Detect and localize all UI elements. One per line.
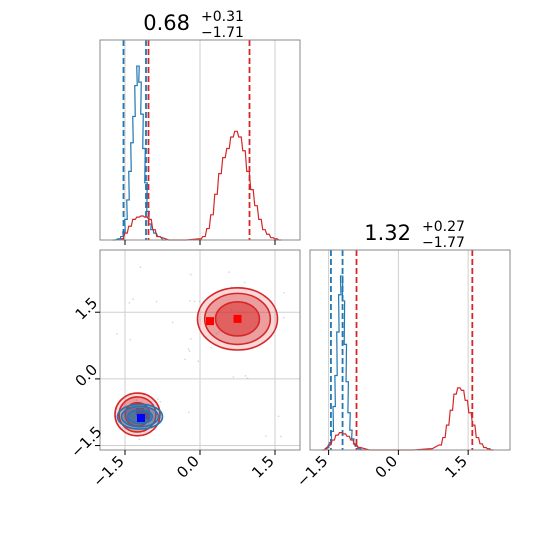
sample-point bbox=[282, 316, 285, 319]
x-tick-label: 1.5 bbox=[248, 452, 278, 482]
x-tick-label: 0.0 bbox=[372, 452, 402, 482]
sample-point bbox=[115, 333, 118, 335]
y-tick-label: 0.0 bbox=[72, 361, 102, 391]
sample-point bbox=[139, 266, 142, 269]
sample-point bbox=[121, 427, 124, 430]
histogram-series bbox=[120, 130, 282, 241]
title-y-upper: +0.27 bbox=[422, 219, 465, 235]
sample-point bbox=[232, 376, 235, 378]
sample-point bbox=[128, 302, 131, 304]
histogram-series bbox=[324, 387, 494, 451]
sample-point bbox=[210, 346, 212, 349]
title-x-upper: +0.31 bbox=[201, 9, 244, 25]
marker-point bbox=[206, 317, 214, 326]
sample-point bbox=[155, 300, 158, 303]
x-tick-label: −1.5 bbox=[293, 452, 331, 490]
x-tick-label: 0.0 bbox=[173, 452, 203, 482]
sample-point bbox=[171, 321, 174, 324]
sample-point bbox=[184, 358, 186, 361]
sample-point bbox=[138, 438, 141, 441]
sample-point bbox=[190, 338, 192, 340]
sample-point bbox=[129, 338, 132, 341]
sample-point bbox=[135, 399, 138, 402]
marker-point bbox=[137, 414, 145, 422]
sample-point bbox=[198, 300, 201, 303]
sample-point bbox=[193, 300, 196, 303]
marginal-x-histogram bbox=[99, 39, 301, 245]
sample-point bbox=[246, 377, 249, 379]
sample-point bbox=[283, 292, 285, 294]
title-y-median: 1.32 bbox=[364, 221, 411, 245]
title-x-lower: −1.71 bbox=[201, 25, 244, 41]
title-y-lower: −1.77 bbox=[422, 235, 465, 251]
joint-contour-plot: −1.5 0.0 1.5−1.50.01.5 bbox=[67, 249, 301, 491]
x-tick-label: 1.5 bbox=[441, 452, 471, 482]
sample-point bbox=[244, 375, 247, 377]
sample-point bbox=[265, 435, 267, 437]
sample-point bbox=[190, 273, 192, 276]
marginal-y-histogram: −1.5 0.0 1.5 bbox=[293, 249, 511, 491]
sample-point bbox=[243, 281, 246, 284]
title-x-median: 0.68 bbox=[143, 11, 190, 35]
sample-point bbox=[159, 400, 162, 403]
y-tick-label: 1.5 bbox=[72, 294, 102, 324]
sample-point bbox=[215, 332, 218, 335]
sample-point bbox=[228, 271, 230, 273]
sample-point bbox=[187, 411, 190, 414]
x-tick-label: −1.5 bbox=[89, 452, 127, 490]
sample-point bbox=[189, 299, 191, 302]
sample-point bbox=[187, 348, 190, 351]
sample-point bbox=[277, 415, 280, 418]
sample-point bbox=[188, 350, 191, 352]
sample-point bbox=[197, 360, 200, 362]
sample-point bbox=[218, 331, 220, 333]
sample-point bbox=[156, 398, 159, 400]
sample-point bbox=[279, 435, 282, 438]
axes-frame bbox=[309, 249, 511, 451]
sample-point bbox=[132, 298, 134, 300]
marker-point bbox=[233, 314, 242, 323]
histogram-series bbox=[112, 65, 166, 241]
